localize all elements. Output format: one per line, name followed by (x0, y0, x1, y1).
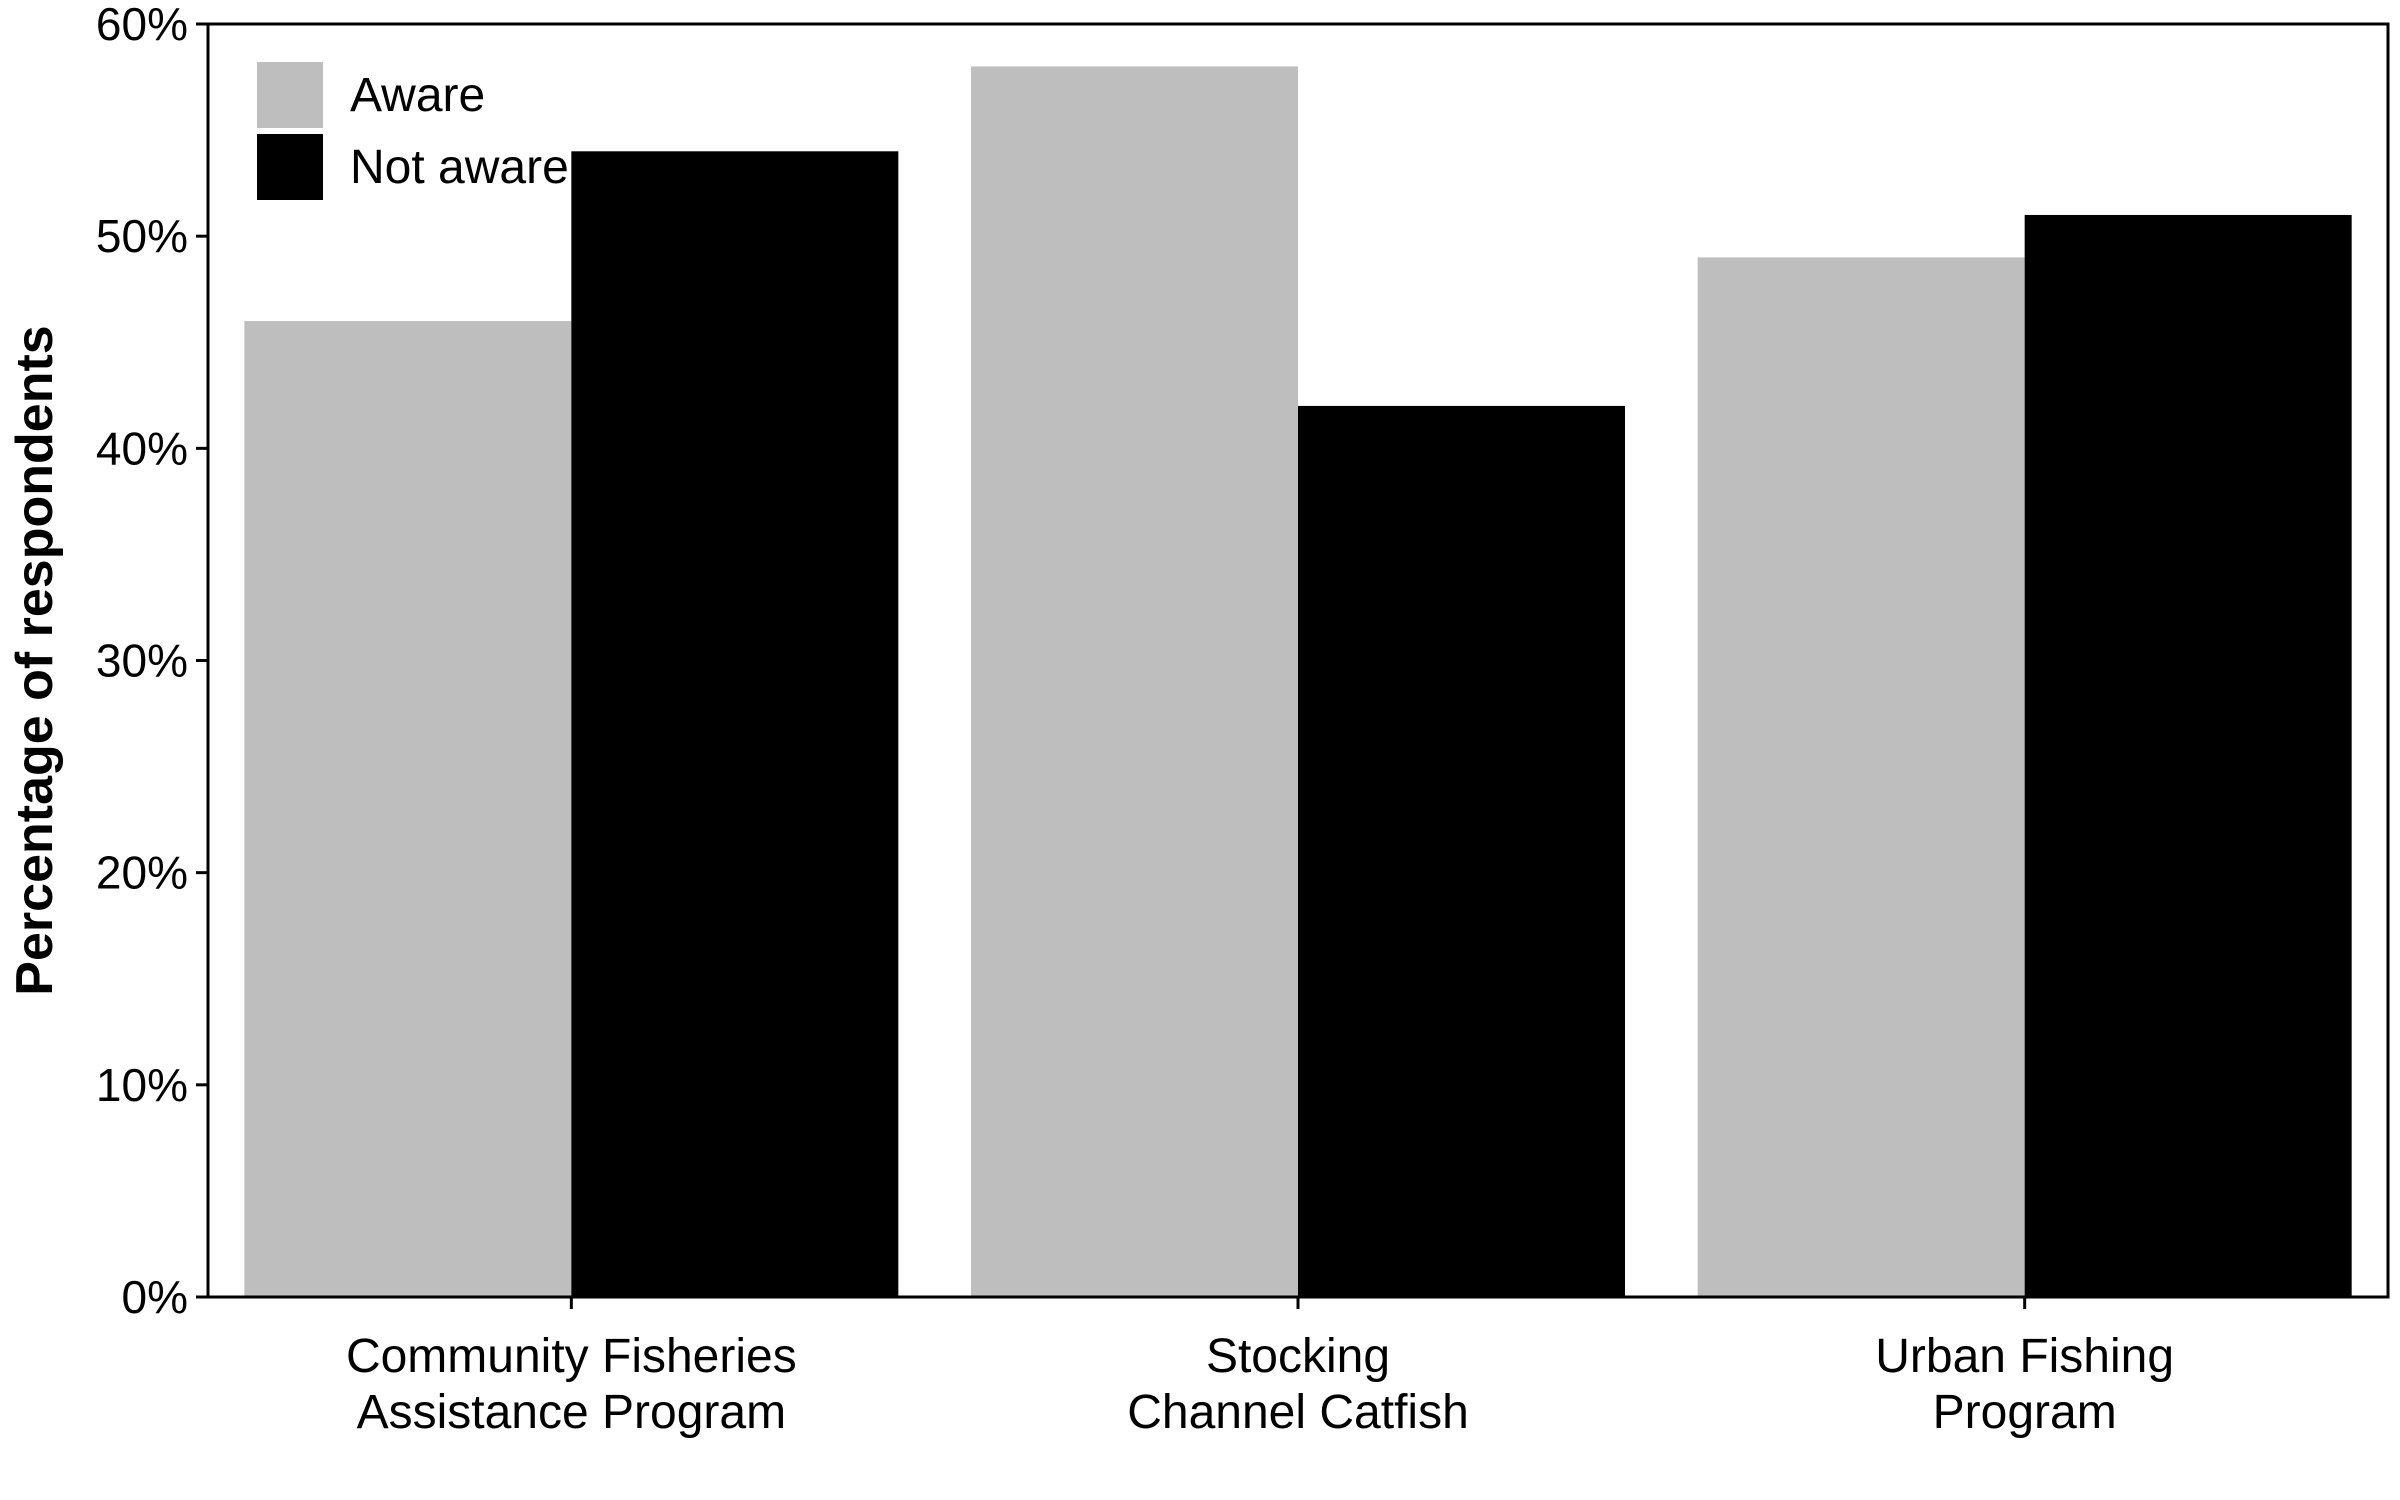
y-tick-label: 30% (96, 635, 188, 687)
y-tick-label: 10% (96, 1059, 188, 1111)
bar-aware-2 (971, 66, 1298, 1297)
legend-key-not-aware (257, 134, 323, 200)
y-tick-label: 60% (96, 0, 188, 50)
y-tick-label: 50% (96, 210, 188, 262)
x-tick-label: Assistance Program (357, 1386, 787, 1439)
y-tick-label: 20% (96, 847, 188, 899)
bars-group (244, 66, 2352, 1298)
x-tick-label: Channel Catfish (1127, 1386, 1469, 1439)
x-tick-label: Stocking (1206, 1330, 1390, 1383)
x-tick-label: Urban Fishing (1875, 1330, 2174, 1383)
x-tick-label: Community Fisheries (346, 1330, 797, 1383)
legend-label: Not aware (350, 141, 569, 194)
plot-frame (206, 22, 2390, 1299)
bar-not-aware-1 (571, 151, 899, 1297)
bar-not-aware-3 (2024, 214, 2352, 1298)
y-axis: 0% 10% 20% 30% 40% 50% 60% (96, 0, 208, 1323)
legend-label: Aware (350, 69, 485, 122)
bar-aware-1 (244, 321, 572, 1297)
legend-key-aware (257, 62, 323, 128)
x-tick-label: Program (1933, 1386, 2117, 1439)
legend: Aware Not aware (257, 62, 569, 200)
y-tick-label: 40% (96, 422, 188, 474)
bar-aware-3 (1697, 257, 2025, 1298)
bar-not-aware-2 (1298, 405, 1625, 1297)
y-axis-label: Percentage of respondents (6, 325, 64, 995)
y-tick-label: 0% (122, 1271, 188, 1323)
